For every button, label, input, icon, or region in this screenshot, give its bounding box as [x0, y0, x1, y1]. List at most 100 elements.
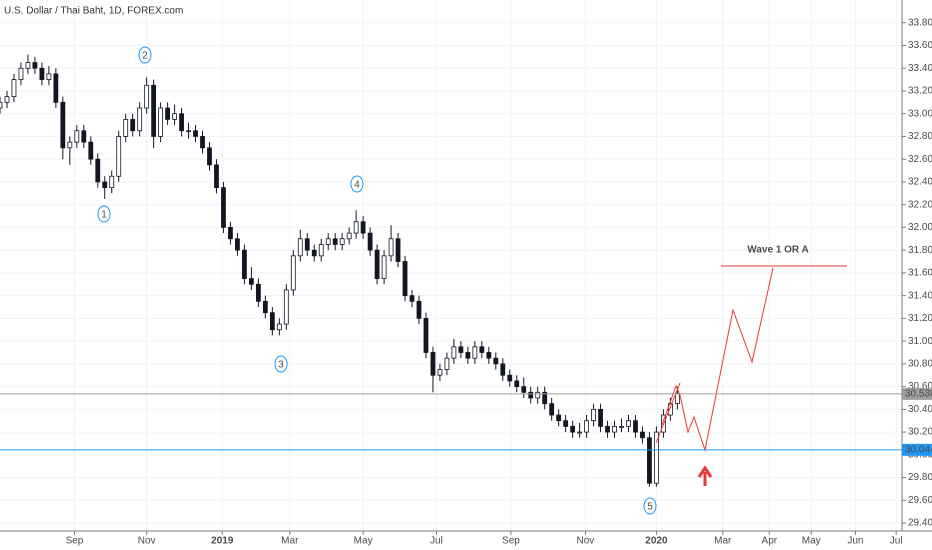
x-tick-label: May [802, 536, 821, 547]
candle-body [577, 431, 583, 434]
candle-body [549, 403, 555, 416]
candle-body [472, 346, 478, 359]
candle-body [325, 238, 331, 245]
x-tick-label: Mar [714, 536, 732, 547]
wave-circle [138, 46, 152, 64]
candle-body [479, 346, 485, 353]
y-tick-label: 31.800 [908, 245, 932, 256]
chart-title: U.S. Dollar / Thai Baht, 1D, FOREX.com [4, 6, 183, 17]
candle-body [612, 425, 617, 433]
x-tick-label: Mar [281, 536, 299, 547]
y-tick-label: 32.400 [908, 177, 932, 188]
candle-body [528, 391, 534, 399]
candle-body [102, 181, 108, 189]
candle-body [563, 420, 569, 427]
candle-body [409, 295, 415, 302]
candle-body [507, 374, 513, 382]
candle-body [290, 255, 296, 291]
candles [0, 54, 680, 487]
y-tick-label: 31.600 [908, 268, 932, 279]
candle-body [542, 391, 548, 405]
candle-body [262, 300, 268, 314]
candle-body [88, 141, 94, 160]
candle-body [53, 73, 59, 103]
y-tick-label: 30.600 [908, 381, 932, 392]
price-label: 30.044 [905, 444, 932, 455]
candle-body [458, 346, 464, 353]
candle-body [0, 101, 3, 109]
candle-body [304, 238, 310, 251]
candle-body [521, 386, 527, 393]
candle-body [4, 96, 10, 103]
candle-body [633, 420, 638, 433]
y-tick-label: 33.000 [908, 108, 932, 119]
y-tick-label: 32.600 [908, 154, 932, 165]
wave-circle [97, 205, 111, 223]
candle-body [437, 369, 443, 376]
candle-body [60, 101, 66, 149]
candle-body [619, 425, 624, 428]
candle-body [46, 73, 52, 80]
candle-body [388, 238, 394, 257]
candle-body [332, 238, 338, 245]
candle-body [158, 107, 164, 137]
candle-body [81, 130, 87, 143]
candle-body [235, 238, 240, 251]
candle-body [346, 232, 352, 240]
candle-body [144, 84, 150, 109]
candle-body [186, 130, 191, 133]
candle-body [556, 414, 562, 422]
x-tick-label: Sep [502, 536, 520, 547]
candle-body [535, 391, 541, 399]
candle-body [130, 118, 136, 132]
candle-body [416, 300, 422, 319]
candle-body [172, 113, 177, 120]
y-tick-label: 32.200 [908, 199, 932, 210]
price-label-box [902, 443, 932, 456]
grid [0, 0, 902, 531]
x-tick-label: May [354, 536, 373, 547]
x-tick-label: Nov [138, 536, 156, 547]
wave-label: 3 [278, 360, 284, 371]
candle-body [123, 118, 129, 137]
candle-body [25, 62, 31, 69]
candle-body [151, 84, 157, 137]
candle-body [228, 227, 233, 240]
x-tick-label: Jul [890, 536, 903, 547]
candle-body [430, 352, 436, 376]
y-tick-label: 33.800 [908, 17, 932, 28]
candle-body [207, 147, 212, 166]
candle-body [591, 408, 596, 422]
x-tick-label: 2020 [645, 536, 668, 547]
candle-body [486, 352, 492, 359]
candle-body [598, 408, 603, 427]
candle-body [193, 130, 198, 137]
x-tick-label: 2019 [211, 536, 234, 547]
x-tick-label: Jul [430, 536, 443, 547]
y-tick-label: 32.800 [908, 131, 932, 142]
price-label-box [902, 387, 932, 400]
candle-body [179, 113, 184, 132]
candle-body [570, 425, 576, 433]
y-tick-label: 29.600 [908, 495, 932, 506]
wave-circle [350, 175, 364, 193]
candle-body [395, 238, 401, 262]
candle-body [465, 352, 471, 359]
candle-body [221, 187, 226, 228]
candle-body [137, 107, 143, 132]
candle-body [311, 249, 317, 257]
y-tick-label: 29.400 [908, 518, 932, 529]
candle-body [39, 67, 45, 80]
candle-body [214, 164, 219, 189]
y-tick-label: 31.200 [908, 313, 932, 324]
candle-body [514, 380, 520, 387]
y-tick-label: 29.800 [908, 472, 932, 483]
x-tick-label: Apr [762, 536, 778, 547]
candle-body [423, 317, 429, 353]
candle-body [374, 249, 380, 279]
wave-target-label: Wave 1 OR A [747, 245, 809, 256]
candle-body [297, 238, 303, 257]
candle-body [402, 261, 408, 297]
